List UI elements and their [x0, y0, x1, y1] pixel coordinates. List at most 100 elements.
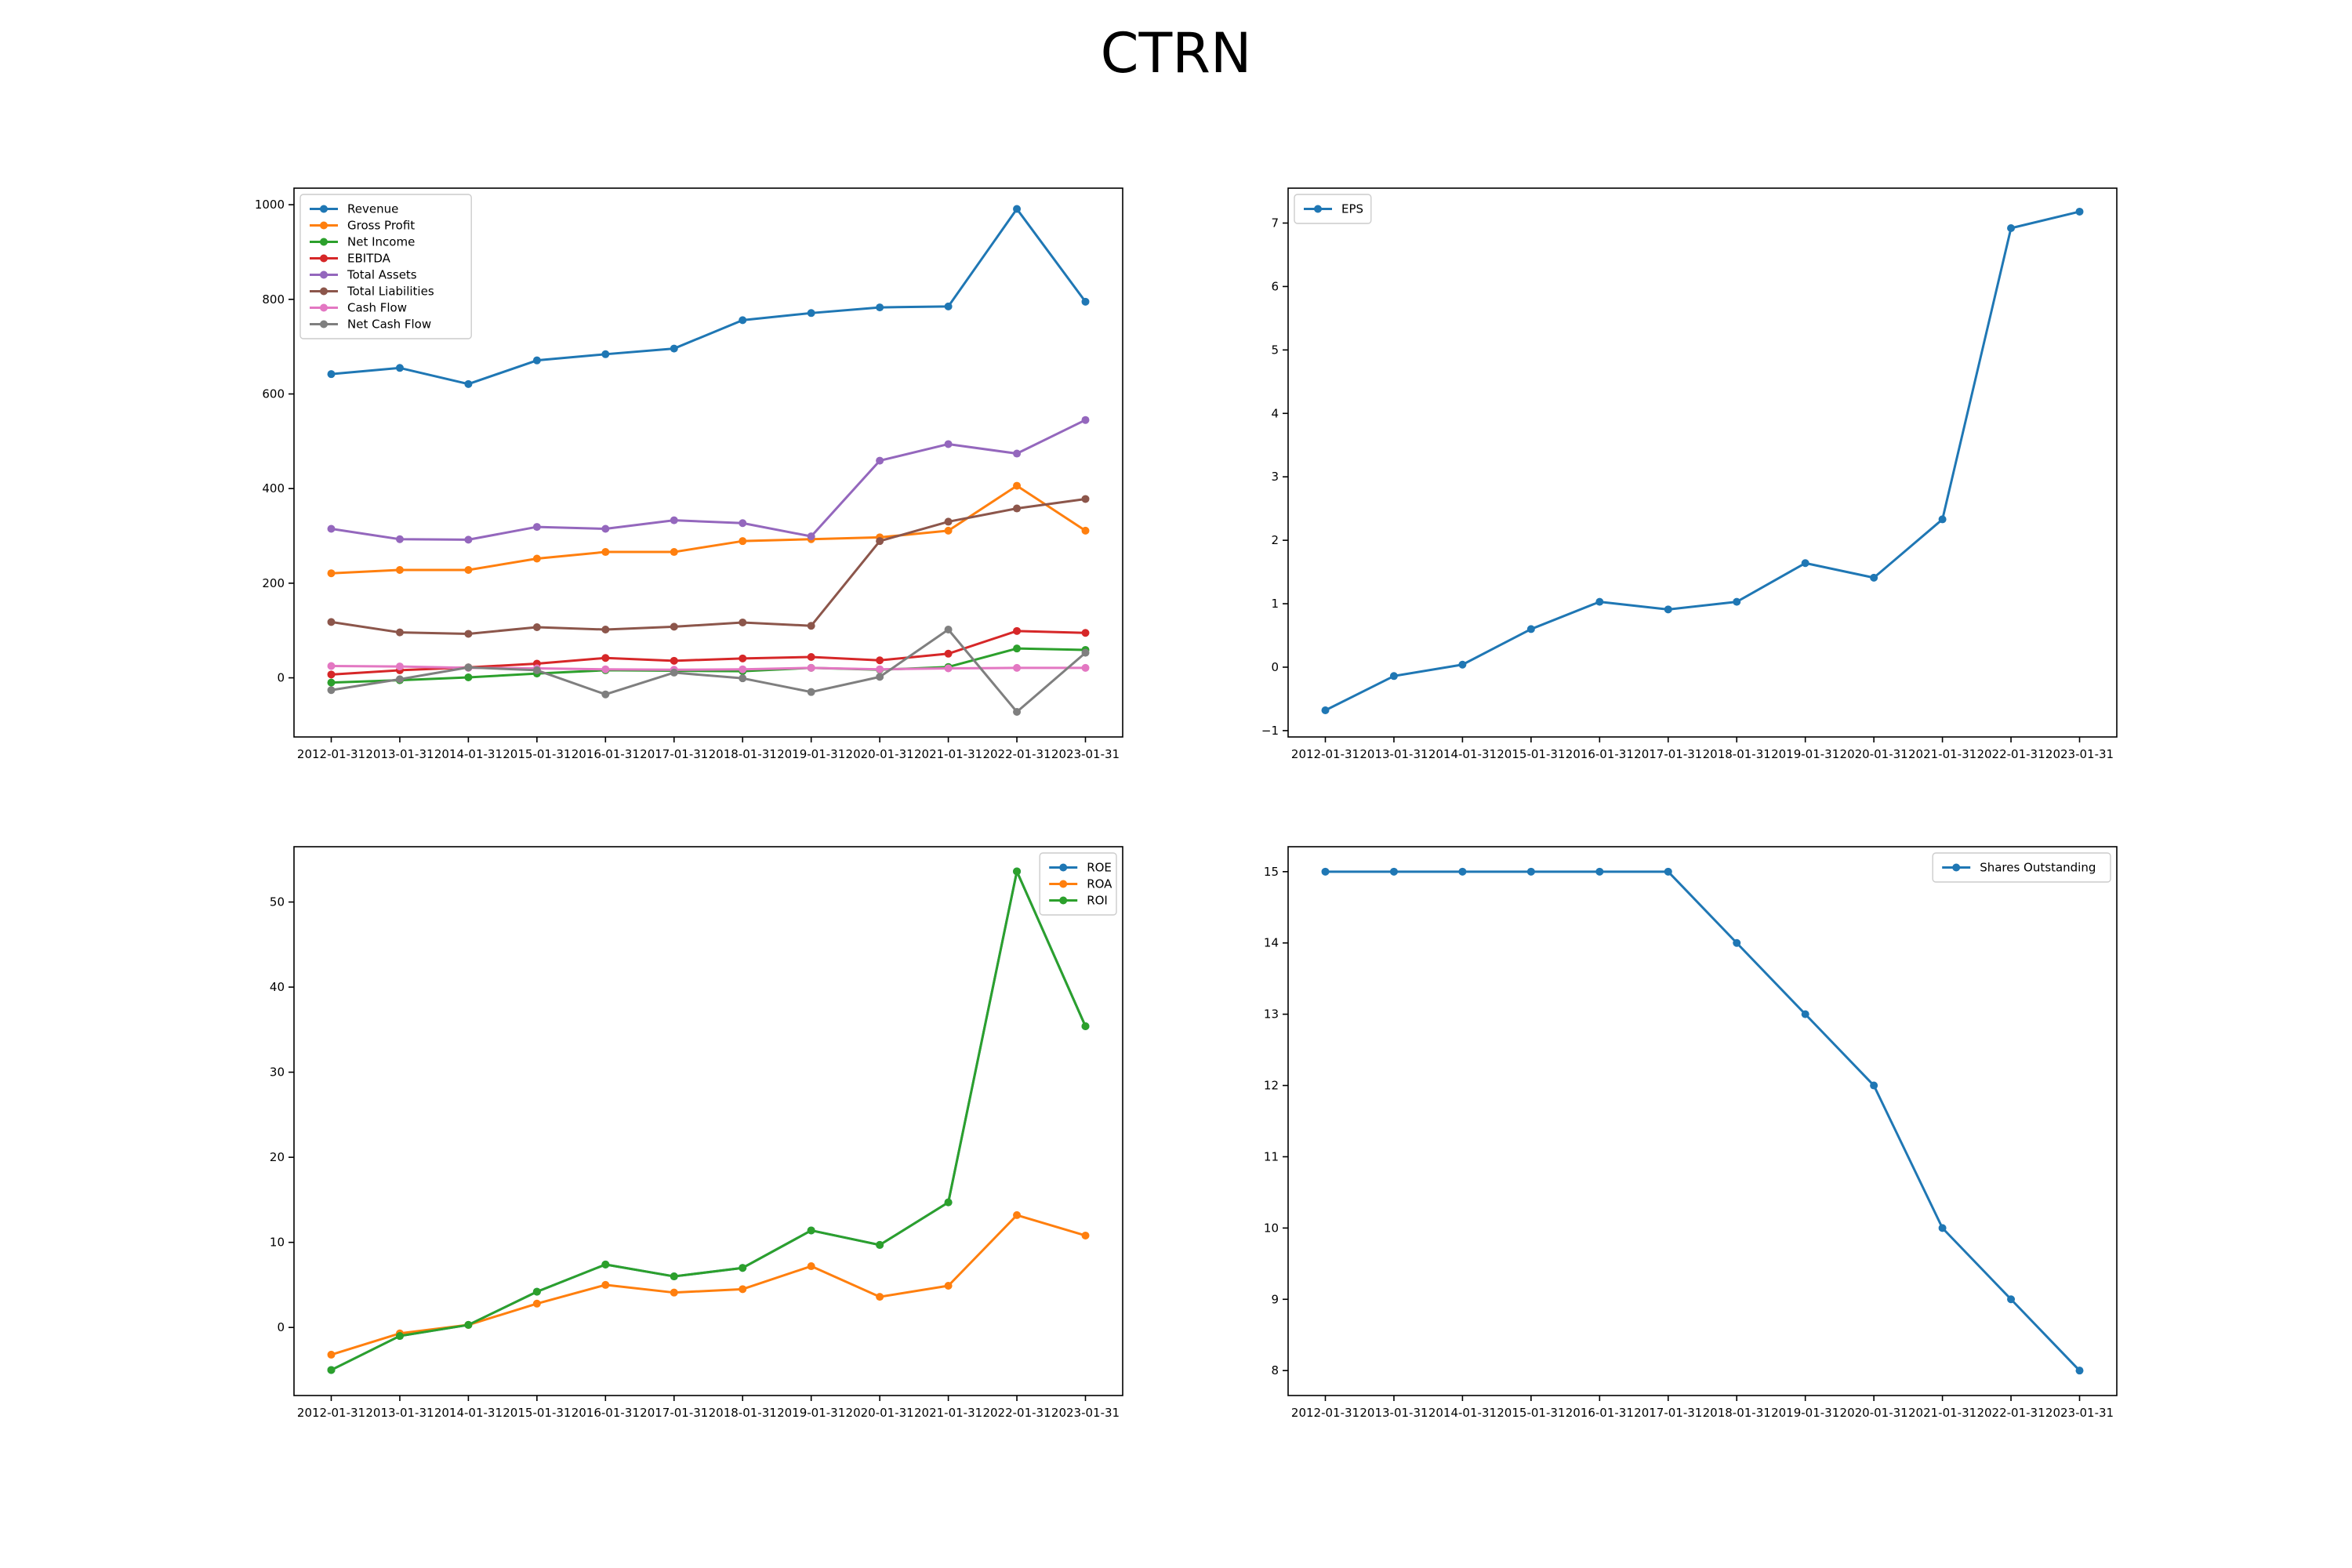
- data-point: [944, 517, 953, 526]
- data-point: [327, 370, 336, 379]
- data-point: [395, 1332, 404, 1341]
- data-point: [1081, 663, 1090, 672]
- x-tick-label: 2019-01-31: [1771, 747, 1839, 761]
- x-tick-label: 2020-01-31: [846, 747, 914, 761]
- y-tick-label: 1: [1271, 597, 1279, 611]
- legend-box: [299, 194, 472, 339]
- data-point: [601, 690, 610, 699]
- data-point: [1733, 597, 1741, 606]
- chart-panel-2: 2012-01-31 2013-01-31 2014-01-31 2015-01-31…: [1261, 187, 2118, 761]
- data-point: [464, 565, 473, 574]
- legend-box: [1932, 852, 2111, 883]
- x-tick-label: 2021-01-31: [914, 1406, 982, 1420]
- data-point: [739, 519, 747, 528]
- data-point: [1013, 663, 1022, 672]
- x-tick-label: 2015-01-31: [1497, 747, 1565, 761]
- x-tick-label: 2022-01-31: [982, 1406, 1051, 1420]
- legend-label: Net Cash Flow: [347, 318, 431, 332]
- legend: Revenue Gross Profit Net Income EBITDA Total…: [299, 194, 472, 339]
- series-line: [331, 497, 1086, 635]
- data-point: [739, 674, 747, 683]
- legend-label: Shares Outstanding: [1980, 861, 2096, 875]
- data-point: [2075, 207, 2084, 216]
- data-point: [1389, 867, 1398, 876]
- legend: EPS: [1294, 194, 1372, 224]
- data-point: [670, 1272, 678, 1281]
- legend-label: ROE: [1087, 861, 1112, 875]
- x-tick-label: 2017-01-31: [1634, 1406, 1702, 1420]
- y-tick-label: 30: [270, 1065, 285, 1080]
- data-point: [1081, 1231, 1090, 1240]
- data-point: [1013, 449, 1022, 458]
- data-point: [739, 1285, 747, 1294]
- data-point: [1081, 648, 1090, 657]
- legend-marker: [320, 287, 328, 296]
- data-point: [532, 1299, 541, 1308]
- x-tick-label: 2012-01-31: [1291, 747, 1359, 761]
- data-point: [807, 309, 815, 318]
- y-tick-label: 1000: [255, 198, 285, 212]
- data-point: [876, 665, 884, 673]
- data-point: [601, 350, 610, 358]
- x-tick-label: 2021-01-31: [1908, 1406, 1976, 1420]
- data-point: [327, 1350, 336, 1359]
- x-tick-label: 2018-01-31: [709, 1406, 777, 1420]
- data-point: [876, 303, 884, 312]
- data-point: [2075, 1367, 2084, 1375]
- legend-label: Total Assets: [347, 268, 417, 282]
- x-tick-label: 2023-01-31: [2045, 1406, 2114, 1420]
- series-line: [331, 664, 1086, 671]
- y-tick-label: 8: [1271, 1363, 1279, 1377]
- x-tick-label: 2022-01-31: [1976, 1406, 2045, 1420]
- data-point: [601, 1280, 610, 1289]
- data-point: [670, 656, 678, 665]
- figure-title: CTRN: [1101, 21, 1252, 85]
- data-point: [1664, 867, 1672, 876]
- data-point: [1870, 1081, 1878, 1090]
- y-tick-label: 3: [1271, 470, 1279, 484]
- data-point: [739, 316, 747, 325]
- series-line: [331, 647, 1086, 684]
- data-point: [1321, 706, 1330, 715]
- data-point: [1664, 605, 1672, 614]
- legend-marker: [320, 221, 328, 230]
- x-tick-label: 2015-01-31: [1497, 1406, 1565, 1420]
- series-total-assets: [327, 416, 1090, 544]
- x-tick-label: 2015-01-31: [503, 1406, 571, 1420]
- data-point: [807, 622, 815, 630]
- data-point: [807, 663, 815, 672]
- x-tick-label: 2013-01-31: [1359, 747, 1428, 761]
- data-point: [1801, 1010, 1809, 1018]
- data-point: [1938, 1224, 1947, 1232]
- data-point: [1801, 559, 1809, 568]
- legend-label: ROI: [1087, 894, 1108, 908]
- data-point: [1013, 205, 1022, 213]
- legend-label: Cash Flow: [347, 301, 407, 315]
- legend-label: Net Income: [347, 235, 415, 249]
- data-point: [1081, 1022, 1090, 1030]
- data-point: [327, 686, 336, 695]
- data-point: [464, 673, 473, 681]
- series-line: [331, 485, 1087, 575]
- data-point: [1013, 504, 1022, 513]
- x-tick-label: 2022-01-31: [1976, 747, 2045, 761]
- data-point: [464, 663, 473, 672]
- y-tick-label: 40: [270, 980, 285, 994]
- data-point: [464, 379, 473, 388]
- chart-panel-1: 2012-01-31 2013-01-31 2014-01-31 2015-01-31…: [255, 187, 1123, 761]
- y-tick-label: 200: [262, 576, 285, 590]
- x-tick-label: 2013-01-31: [365, 747, 434, 761]
- x-tick-label: 2016-01-31: [1566, 747, 1634, 761]
- data-point: [395, 535, 404, 543]
- y-tick-label: 0: [277, 1320, 285, 1334]
- data-point: [876, 656, 884, 665]
- x-tick-label: 2017-01-31: [640, 747, 708, 761]
- series-revenue: [327, 205, 1090, 388]
- data-point: [1938, 515, 1947, 524]
- series-line: [1324, 210, 2080, 712]
- x-tick-label: 2020-01-31: [1840, 747, 1908, 761]
- legend: Shares Outstanding: [1932, 852, 2111, 883]
- data-point: [532, 666, 541, 674]
- legend-label: EPS: [1341, 202, 1363, 216]
